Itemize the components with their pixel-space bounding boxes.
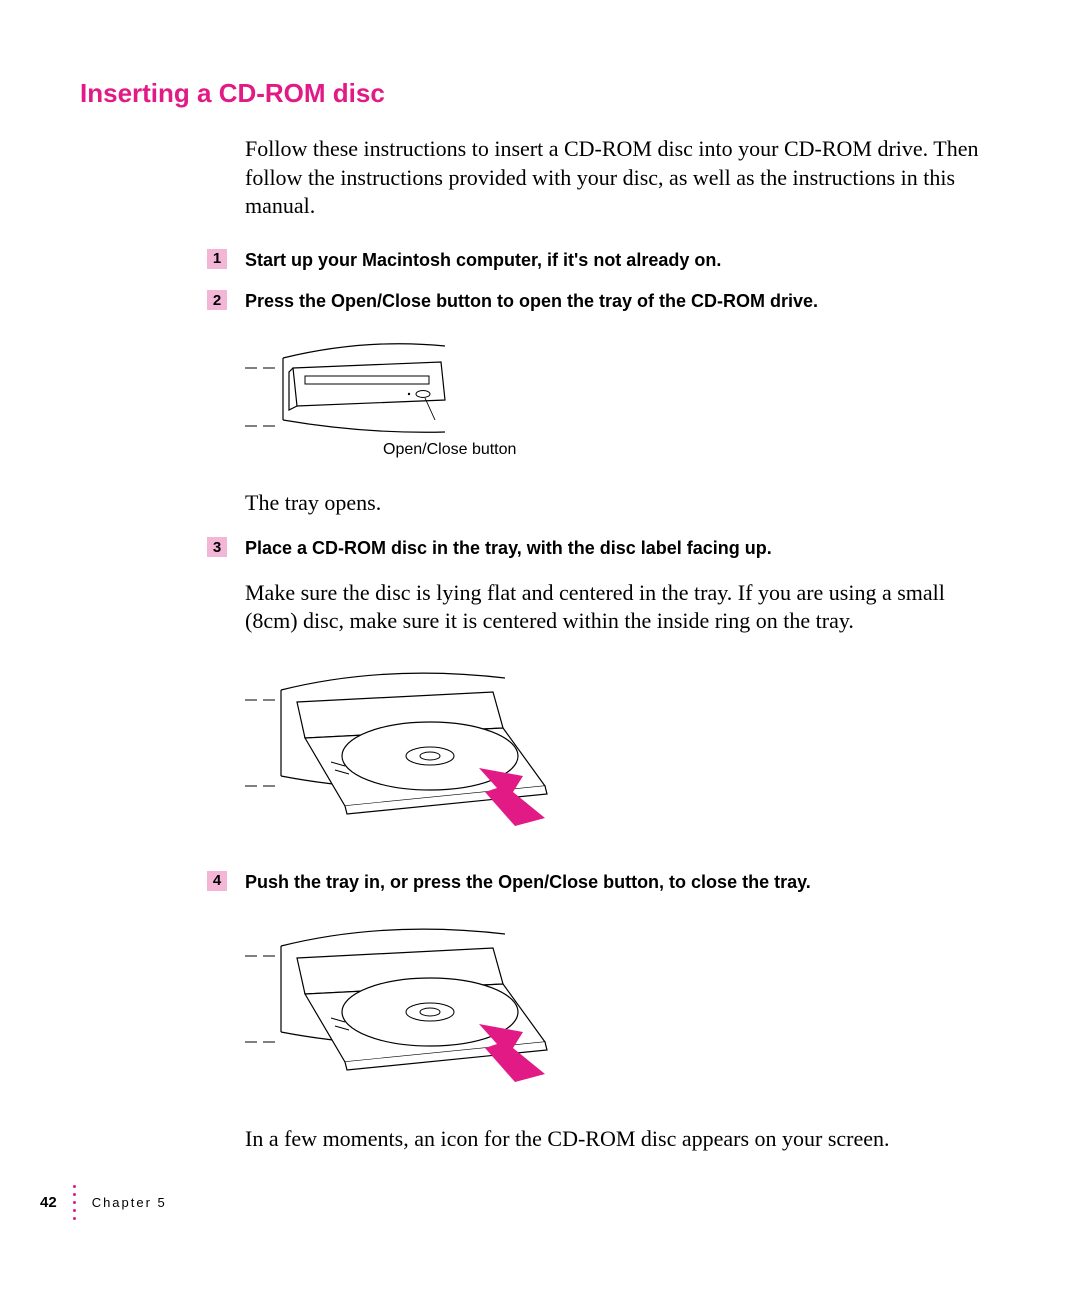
step-title: Press the Open/Close button to open the … bbox=[245, 290, 818, 313]
step-title: Place a CD-ROM disc in the tray, with th… bbox=[245, 537, 772, 560]
step-number-badge: 4 bbox=[207, 871, 227, 891]
step-3: 3 Place a CD-ROM disc in the tray, with … bbox=[245, 537, 985, 560]
step-2-followup: The tray opens. bbox=[245, 489, 985, 518]
chapter-label: Chapter 5 bbox=[92, 1195, 167, 1210]
figure-tray-open-1 bbox=[245, 656, 985, 851]
figure-tray-open-2 bbox=[245, 912, 985, 1107]
step-2: 2 Press the Open/Close button to open th… bbox=[245, 290, 985, 313]
page: Inserting a CD-ROM disc Follow these ins… bbox=[0, 0, 1080, 1296]
page-footer: 42 Chapter 5 bbox=[40, 1185, 167, 1220]
step-number-badge: 3 bbox=[207, 537, 227, 557]
step-title: Push the tray in, or press the Open/Clos… bbox=[245, 871, 811, 894]
step-number-badge: 1 bbox=[207, 249, 227, 269]
intro-paragraph: Follow these instructions to insert a CD… bbox=[245, 135, 985, 221]
tray-open-illustration-2 bbox=[245, 912, 605, 1102]
step-1: 1 Start up your Macintosh computer, if i… bbox=[245, 249, 985, 272]
step-3-followup: Make sure the disc is lying flat and cen… bbox=[245, 579, 985, 636]
footer-dots-icon bbox=[73, 1185, 76, 1220]
step-number-badge: 2 bbox=[207, 290, 227, 310]
figure-drive-closed: Open/Close button bbox=[245, 332, 985, 459]
page-number: 42 bbox=[40, 1194, 57, 1211]
tray-open-illustration-1 bbox=[245, 656, 605, 846]
step-4: 4 Push the tray in, or press the Open/Cl… bbox=[245, 871, 985, 894]
step-4-followup: In a few moments, an icon for the CD-ROM… bbox=[245, 1125, 985, 1154]
figure-label-open-close: Open/Close button bbox=[383, 441, 516, 458]
step-title: Start up your Macintosh computer, if it'… bbox=[245, 249, 721, 272]
content-column: Follow these instructions to insert a CD… bbox=[245, 135, 985, 1154]
section-heading: Inserting a CD-ROM disc bbox=[80, 78, 990, 109]
